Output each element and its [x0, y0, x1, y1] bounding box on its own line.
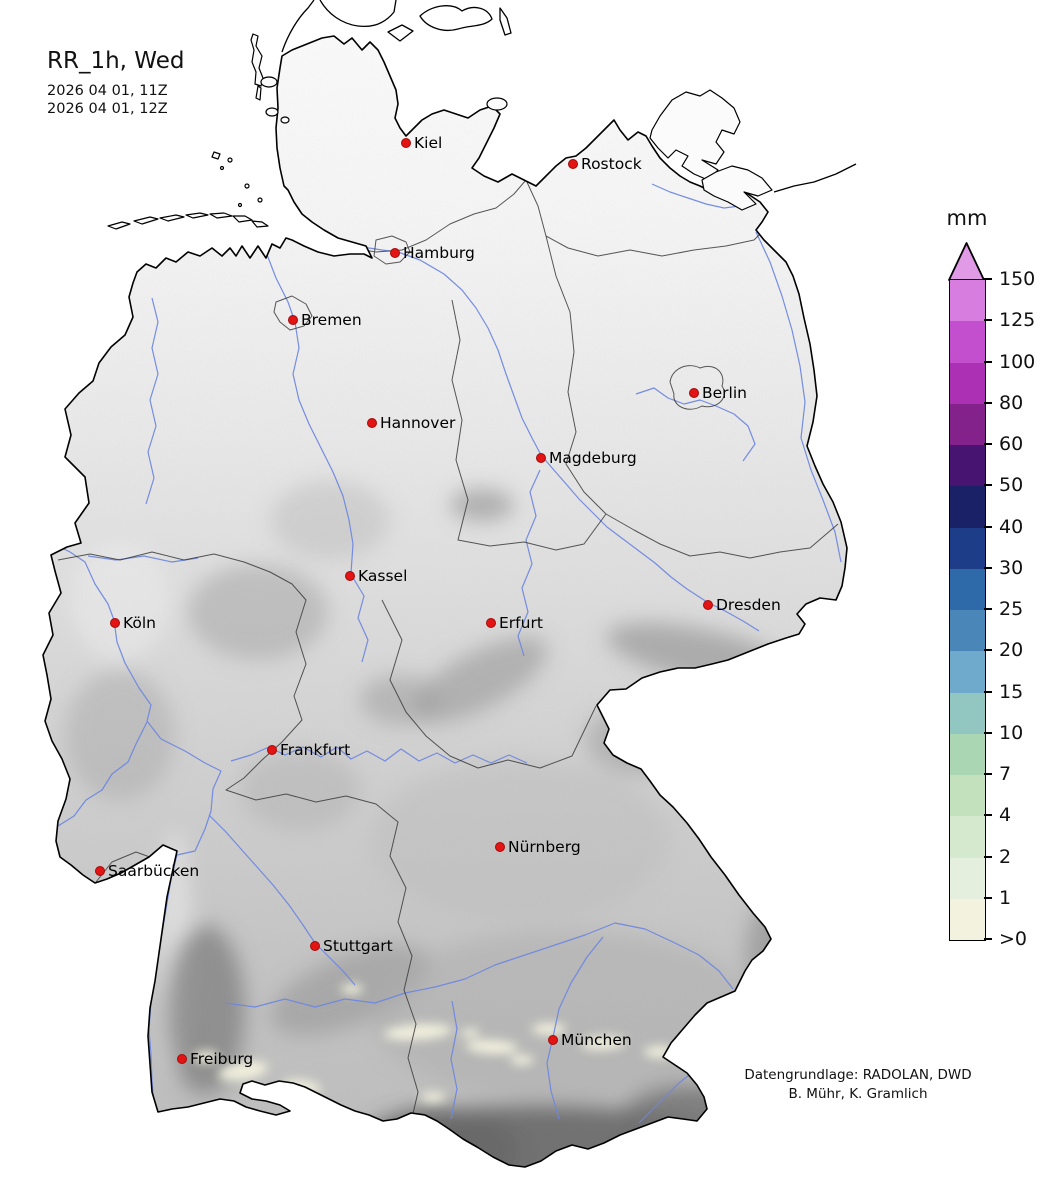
river-ems — [145, 297, 159, 505]
colorbar-tick-label: 125 — [999, 309, 1036, 332]
colorbar-tick-label: 4 — [999, 804, 1012, 827]
attribution-line-2: B. Mühr, K. Gramlich — [788, 1085, 928, 1102]
river-isar — [546, 936, 604, 1120]
river-mosel — [57, 721, 148, 827]
river-elbe — [305, 229, 760, 632]
colorbar-segment-40 — [950, 527, 985, 569]
river-havel-spree — [635, 387, 756, 462]
colorbar-tick — [984, 855, 992, 858]
colorbar-segment-50 — [950, 486, 985, 528]
river-danube — [224, 922, 734, 1008]
colorbar-tick-label: 15 — [999, 680, 1024, 703]
river-werra — [351, 575, 369, 663]
colorbar-tick-label: 50 — [999, 474, 1024, 497]
island-foehr — [260, 76, 278, 88]
colorbar-segment-20 — [950, 651, 985, 693]
colorbar-tick — [984, 649, 992, 652]
colorbar — [949, 279, 986, 941]
colorbar-segment-100 — [950, 362, 985, 404]
colorbar-tick-label: 20 — [999, 639, 1024, 662]
colorbar-tick — [984, 443, 992, 445]
river-neckar — [208, 814, 356, 986]
colorbar-segment-15 — [950, 692, 985, 734]
colorbar-tick — [984, 731, 992, 734]
colorbar-tick — [984, 773, 992, 775]
colorbar-segment-30 — [950, 568, 985, 610]
river-peene — [651, 183, 741, 209]
hamburg-enclave-border — [373, 235, 411, 265]
river-weser — [265, 251, 354, 574]
valid-time-start: 2026 04 01, 11Z — [47, 83, 168, 99]
colorbar-segment-2 — [950, 857, 985, 899]
title-block: RR_1h, Wed 2026 04 01, 11Z 2026 04 01, 1… — [47, 48, 184, 118]
colorbar-tick-label: 25 — [999, 598, 1024, 620]
colorbar-tick-label: 1 — [999, 886, 1012, 909]
colorbar-tick — [984, 401, 992, 404]
colorbar-tick — [984, 896, 992, 899]
colorbar-tick-label: 80 — [999, 391, 1024, 414]
colorbar-segment-125 — [950, 321, 985, 363]
colorbar-tick-label: 30 — [999, 556, 1024, 579]
river-lech — [450, 1000, 458, 1120]
colorbar-tick — [984, 608, 992, 610]
island-sylt — [250, 33, 264, 87]
colorbar-tick — [984, 319, 992, 322]
colorbar-segment-4 — [950, 816, 985, 858]
islands-layer — [107, 33, 773, 230]
colorbar-tick-label: 150 — [999, 268, 1036, 290]
colorbar-segment-10 — [950, 733, 985, 775]
river-main — [230, 746, 528, 764]
berlin-enclave-border — [669, 365, 725, 410]
valid-time-lines: 2026 04 01, 11Z 2026 04 01, 12Z — [47, 82, 184, 118]
colorbar-tick-label: 100 — [999, 350, 1036, 373]
island-usedom — [701, 165, 773, 211]
germany-outline — [42, 35, 848, 1168]
colorbar-tick-label: 2 — [999, 845, 1012, 868]
colorbar-segment-60 — [950, 445, 985, 487]
colorbar-segment-7 — [950, 775, 985, 817]
colorbar-tick-label: 10 — [999, 721, 1024, 744]
river-saale — [517, 469, 541, 657]
colorbar-segment-25 — [950, 610, 985, 652]
colorbar-segment-1 — [950, 898, 985, 940]
colorbar-segment-80 — [950, 403, 985, 445]
colorbar-tick — [984, 484, 992, 487]
colorbar-tick — [984, 360, 992, 363]
colorbar-extend-arrow — [948, 242, 985, 281]
colorbar-unit-label: mm — [946, 206, 988, 230]
colorbar-tick — [984, 690, 992, 693]
colorbar-tick-label: 60 — [999, 433, 1024, 455]
river-oder — [755, 231, 842, 563]
attribution-line-1: Datengrundlage: RADOLAN, DWD — [744, 1067, 972, 1083]
island-amrum — [255, 85, 262, 101]
colorbar-tick — [984, 278, 992, 280]
island-helgoland — [211, 151, 221, 160]
colorbar-tick-label: >0 — [999, 928, 1028, 950]
river-lippe — [87, 555, 199, 563]
island-pellworm — [265, 107, 279, 117]
colorbar-segment-150 — [950, 280, 985, 322]
data-source-attribution: Datengrundlage: RADOLAN, DWD B. Mühr, K.… — [706, 1066, 1010, 1103]
island-fehmarn — [486, 97, 508, 111]
bremen-enclave-border — [273, 295, 313, 331]
colorbar-tick — [984, 566, 992, 569]
colorbar-tick-label: 40 — [999, 515, 1024, 538]
colorbar-tick — [984, 814, 992, 817]
colorbar-tick-label: 7 — [999, 763, 1012, 785]
colorbar-arrow-polygon — [948, 242, 985, 281]
valid-time-end: 2026 04 01, 12Z — [47, 101, 168, 117]
neighbour-coastlines — [281, 0, 857, 193]
colorbar-tick — [984, 938, 992, 940]
island-ruegen — [649, 89, 741, 181]
colorbar-tick — [984, 525, 992, 528]
page-title: RR_1h, Wed — [47, 48, 185, 74]
